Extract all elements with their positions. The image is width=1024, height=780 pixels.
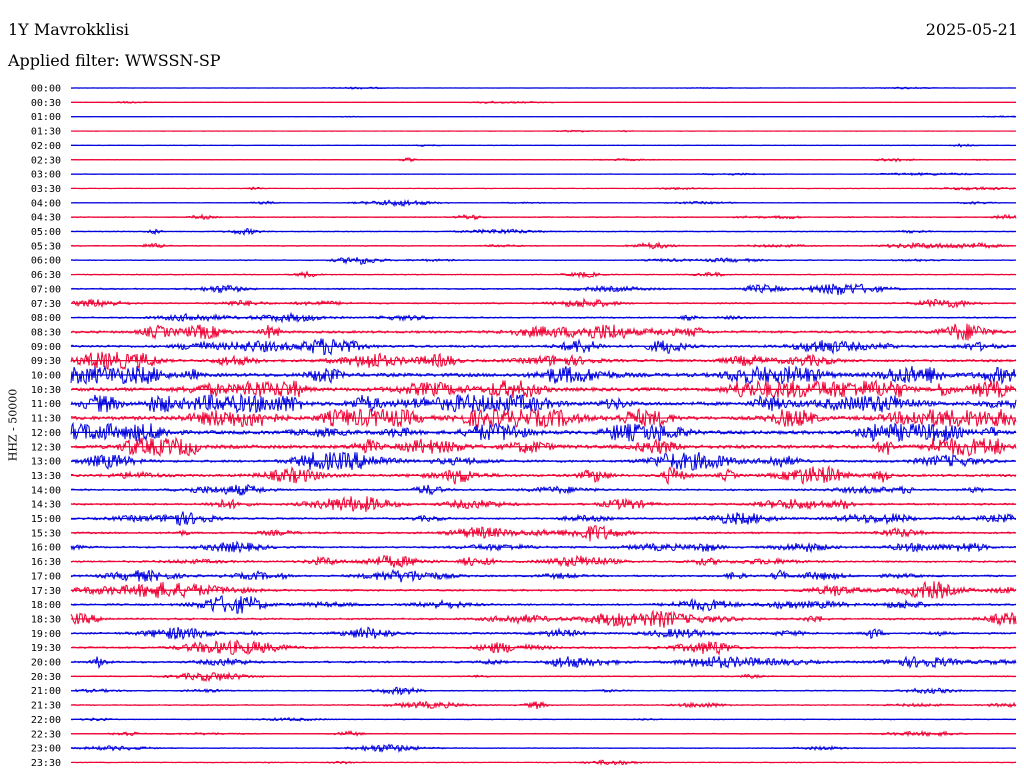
row-label-1100: 11:00: [31, 399, 61, 410]
row-label-0030: 00:30: [31, 98, 61, 109]
row-label-0400: 04:00: [31, 198, 61, 209]
row-label-0800: 08:00: [31, 313, 61, 324]
row-label-1900: 19:00: [31, 629, 61, 640]
row-label-1800: 18:00: [31, 600, 61, 611]
row-label-0130: 01:30: [31, 127, 61, 138]
row-label-0200: 02:00: [31, 141, 61, 152]
row-label-1530: 15:30: [31, 528, 61, 539]
filter-label: Applied filter: WWSSN-SP: [8, 51, 221, 70]
row-label-2130: 21:30: [31, 701, 61, 712]
row-label-1830: 18:30: [31, 614, 61, 625]
row-label-0730: 07:30: [31, 299, 61, 310]
row-label-2100: 21:00: [31, 686, 61, 697]
row-label-1200: 12:00: [31, 428, 61, 439]
row-label-2200: 22:00: [31, 715, 61, 726]
row-label-2030: 20:30: [31, 672, 61, 683]
row-label-1730: 17:30: [31, 586, 61, 597]
row-label-0900: 09:00: [31, 342, 61, 353]
row-label-0700: 07:00: [31, 284, 61, 295]
row-label-0230: 02:30: [31, 155, 61, 166]
row-label-0600: 06:00: [31, 256, 61, 267]
date-label: 2025-05-21: [925, 20, 1018, 39]
trace-1530: [70, 525, 1017, 542]
row-label-2230: 22:30: [31, 729, 61, 740]
row-label-1600: 16:00: [31, 543, 61, 554]
row-label-1630: 16:30: [31, 557, 61, 568]
row-label-1430: 14:30: [31, 500, 61, 511]
row-label-1700: 17:00: [31, 571, 61, 582]
row-label-2300: 23:00: [31, 744, 61, 755]
row-label-1400: 14:00: [31, 485, 61, 496]
row-label-1030: 10:30: [31, 385, 61, 396]
row-label-2330: 23:30: [31, 758, 61, 769]
row-label-0630: 06:30: [31, 270, 61, 281]
row-label-1500: 15:00: [31, 514, 61, 525]
trace-1130: [70, 407, 1017, 429]
row-label-0500: 05:00: [31, 227, 61, 238]
row-label-0430: 04:30: [31, 213, 61, 224]
row-label-0100: 01:00: [31, 112, 61, 123]
row-label-0930: 09:30: [31, 356, 61, 367]
row-label-1000: 10:00: [31, 371, 61, 382]
station-title: 1Y Mavrokklisi: [8, 20, 130, 39]
row-label-1130: 11:30: [31, 414, 61, 425]
row-label-2000: 20:00: [31, 658, 61, 669]
row-label-0830: 08:30: [31, 327, 61, 338]
row-label-0530: 05:30: [31, 241, 61, 252]
row-label-1300: 13:00: [31, 457, 61, 468]
row-label-0330: 03:30: [31, 184, 61, 195]
row-label-1230: 12:30: [31, 442, 61, 453]
row-label-0300: 03:00: [31, 170, 61, 181]
row-label-1930: 19:30: [31, 643, 61, 654]
row-label-0000: 00:00: [31, 84, 61, 95]
row-label-1330: 13:30: [31, 471, 61, 482]
